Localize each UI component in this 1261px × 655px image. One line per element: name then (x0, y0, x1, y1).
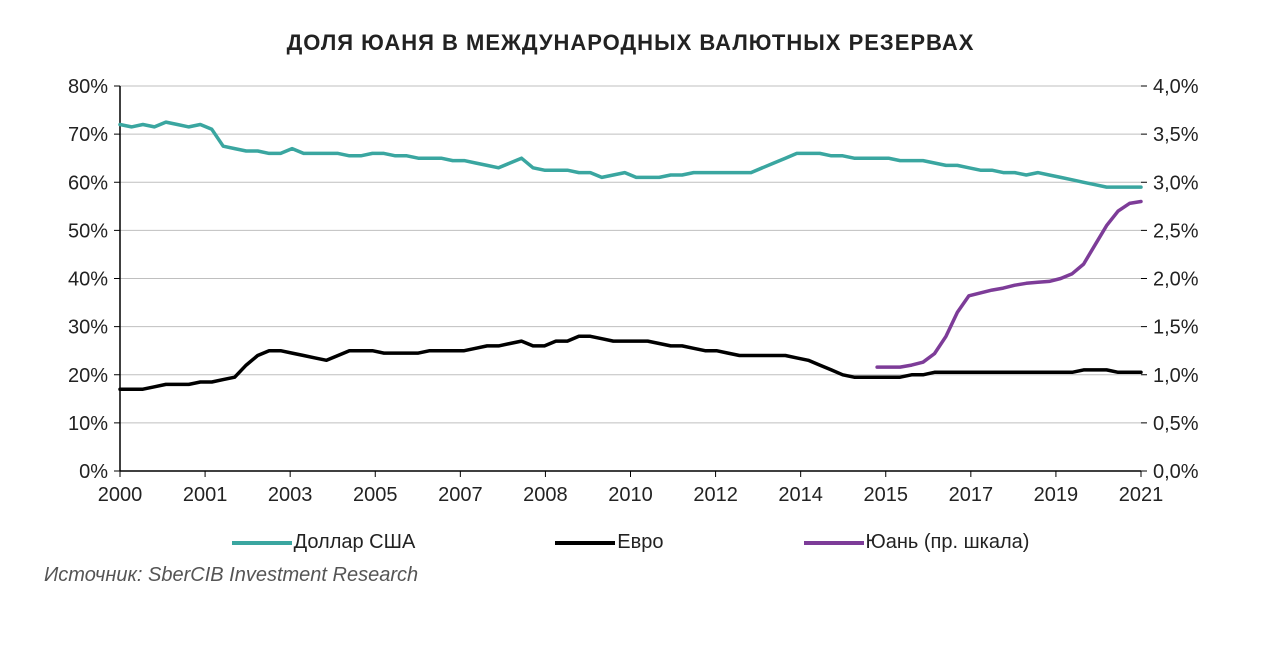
svg-text:2,5%: 2,5% (1153, 220, 1199, 242)
svg-text:2003: 2003 (268, 484, 313, 506)
svg-text:3,5%: 3,5% (1153, 124, 1199, 146)
svg-text:1,0%: 1,0% (1153, 365, 1199, 387)
legend-swatch-usd (232, 541, 292, 545)
svg-text:2008: 2008 (523, 484, 568, 506)
svg-text:2021: 2021 (1119, 484, 1164, 506)
svg-text:40%: 40% (68, 269, 108, 291)
chart-legend: Доллар США Евро Юань (пр. шкала) (40, 531, 1221, 554)
legend-label-usd: Доллар США (294, 531, 416, 554)
svg-text:1,5%: 1,5% (1153, 317, 1199, 339)
svg-text:3,0%: 3,0% (1153, 172, 1199, 194)
svg-text:2019: 2019 (1034, 484, 1079, 506)
svg-text:2010: 2010 (608, 484, 653, 506)
chart-area: 0% 10% 20% 30% 40% 50% 60% 70% 80% 0,0% 0,5% 1,0% 1,… (40, 76, 1221, 516)
svg-text:60%: 60% (68, 172, 108, 194)
page: ДОЛЯ ЮАНЯ В МЕЖДУНАРОДНЫХ ВАЛЮТНЫХ РЕЗЕР… (0, 0, 1261, 655)
svg-text:2,0%: 2,0% (1153, 269, 1199, 291)
svg-text:2000: 2000 (98, 484, 143, 506)
line-chart-svg: 0% 10% 20% 30% 40% 50% 60% 70% 80% 0,0% 0,5% 1,0% 1,… (40, 76, 1221, 516)
svg-text:0%: 0% (79, 461, 108, 483)
legend-item-usd: Доллар США (232, 531, 416, 554)
chart-title: ДОЛЯ ЮАНЯ В МЕЖДУНАРОДНЫХ ВАЛЮТНЫХ РЕЗЕР… (40, 30, 1221, 56)
legend-swatch-eur (555, 541, 615, 545)
svg-text:2015: 2015 (864, 484, 909, 506)
svg-text:70%: 70% (68, 124, 108, 146)
svg-text:0,5%: 0,5% (1153, 413, 1199, 435)
legend-label-cny: Юань (пр. шкала) (866, 531, 1030, 554)
svg-text:0,0%: 0,0% (1153, 461, 1199, 483)
svg-text:2005: 2005 (353, 484, 398, 506)
svg-text:2001: 2001 (183, 484, 228, 506)
svg-text:30%: 30% (68, 317, 108, 339)
svg-text:50%: 50% (68, 220, 108, 242)
svg-text:80%: 80% (68, 76, 108, 98)
svg-text:2014: 2014 (778, 484, 823, 506)
svg-text:20%: 20% (68, 365, 108, 387)
legend-label-eur: Евро (617, 531, 663, 554)
svg-text:10%: 10% (68, 413, 108, 435)
legend-item-eur: Евро (555, 531, 663, 554)
legend-swatch-cny (804, 541, 864, 545)
svg-text:2007: 2007 (438, 484, 483, 506)
chart-source: Источник: SberCIB Investment Research (44, 564, 1221, 587)
legend-item-cny: Юань (пр. шкала) (804, 531, 1030, 554)
svg-text:2012: 2012 (693, 484, 738, 506)
svg-text:4,0%: 4,0% (1153, 76, 1199, 98)
svg-text:2017: 2017 (949, 484, 994, 506)
